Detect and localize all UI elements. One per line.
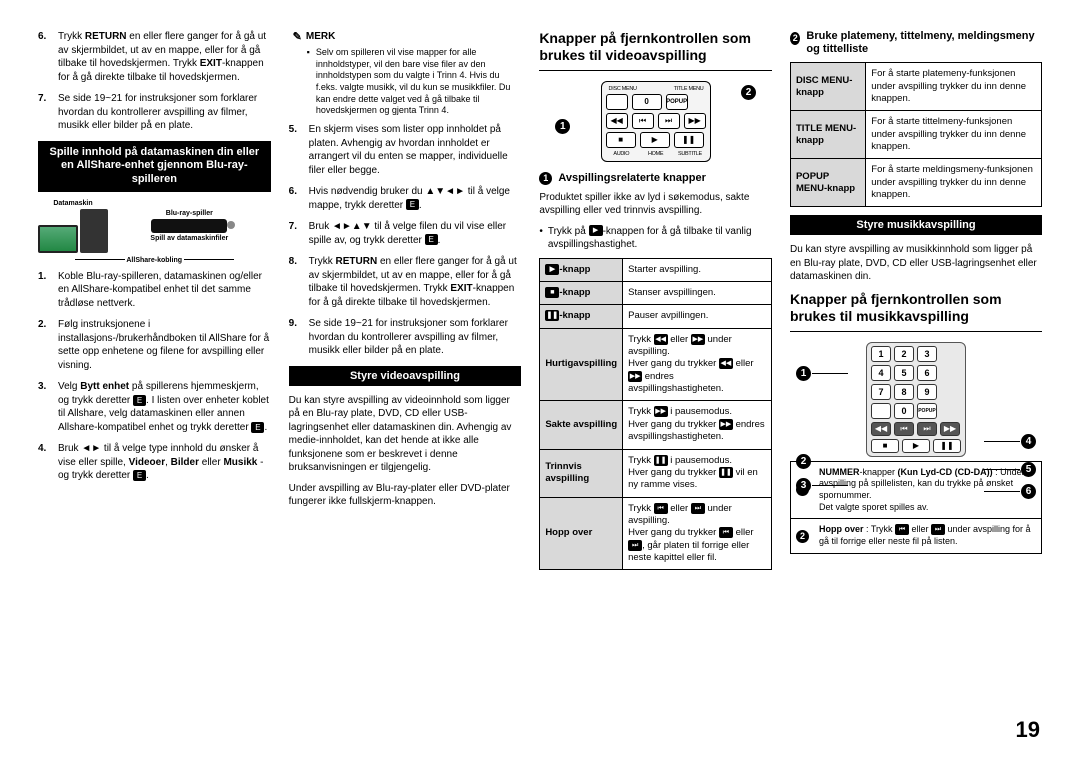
note-item: ▪Selv om spilleren vil vise mapper for a… — [289, 47, 522, 117]
paragraph: Du kan styre avspilling av videoinnhold … — [289, 394, 522, 475]
play-icon: ▶ — [545, 264, 559, 275]
callout-2: 2 — [741, 85, 756, 100]
list-item: 3. Velg Bytt enhet på spillerens hjemmes… — [38, 380, 271, 434]
remote-button: ⏭ — [917, 422, 937, 436]
enter-icon: E — [133, 395, 146, 406]
list-item: 6. Trykk RETURN en eller flere ganger fo… — [38, 30, 271, 84]
rewind-icon: ◀◀ — [654, 334, 668, 345]
forward-icon: ▶▶ — [691, 334, 705, 345]
remote-number-button: 2 — [894, 346, 914, 362]
callout-4: 4 — [1021, 434, 1036, 449]
remote-number-button: 4 — [871, 365, 891, 381]
remote-button: ❚❚ — [674, 132, 704, 148]
remote-button — [871, 403, 891, 419]
list-item: 2.Følg instruksjonene i installasjons-/b… — [38, 318, 271, 372]
remote-button: ▶▶ — [684, 113, 706, 129]
enter-icon: E — [406, 199, 419, 210]
enter-icon: E — [251, 422, 264, 433]
note-heading: ✎ MERK — [289, 30, 522, 43]
prev-icon: ⏮ — [654, 503, 668, 514]
remote-diagram-2: 1 2 3 4 5 6 1 2 3 4 5 6 7 8 — [790, 338, 1042, 461]
column-3: Knapper på fjernkontrollen som brukes ti… — [539, 30, 772, 578]
callout-1: 1 — [555, 119, 570, 134]
remote-button: POPUP — [917, 403, 937, 419]
bullet-item: •Trykk på ▶-knappen for å gå tilbake til… — [539, 225, 772, 252]
page-number: 19 — [1016, 717, 1040, 743]
menu-table: DISC MENU-knappFor å starte platemeny-fu… — [790, 62, 1042, 207]
paragraph: Du kan styre avspilling av musikkinnhold… — [790, 243, 1042, 284]
section-title: Knapper på fjernkontrollen som brukes ti… — [790, 291, 1042, 325]
remote-number-button: 0 — [894, 403, 914, 419]
remote-button: ▶▶ — [940, 422, 960, 436]
remote-button: ▶ — [902, 439, 930, 453]
paragraph: Under avspilling av Blu-ray-plater eller… — [289, 482, 522, 509]
pause-icon: ❚❚ — [545, 310, 559, 321]
sub-heading: 2 Bruke platemeny, tittelmeny, meldingsm… — [790, 30, 1042, 56]
remote-diagram: 1 2 DISC MENU TITLE MENU 0 POPUP ◀◀ ⏮ ⏭ — [539, 77, 772, 172]
enter-icon: E — [425, 234, 438, 245]
next-icon: ⏭ — [691, 503, 705, 514]
remote-number-button: 8 — [894, 384, 914, 400]
list-item: 6.Hvis nødvendig bruker du ▲▼◄► til å ve… — [289, 185, 522, 212]
remote-button: ❚❚ — [933, 439, 961, 453]
column-1: 6. Trykk RETURN en eller flere ganger fo… — [38, 30, 271, 578]
remote-number-button: 1 — [871, 346, 891, 362]
remote-button — [606, 94, 628, 110]
list-item: 1.Koble Blu-ray-spilleren, datamaskinen … — [38, 270, 271, 311]
list-item: 7.Bruk ◄►▲▼ til å velge filen du vil vis… — [289, 220, 522, 247]
list-item: 5.En skjerm vises som lister opp innhold… — [289, 123, 522, 177]
sub-heading: 1 Avspillingsrelaterte knapper — [539, 172, 772, 185]
remote-button: ◀◀ — [871, 422, 891, 436]
callout-5: 5 — [1021, 462, 1036, 477]
remote-number-button: 6 — [917, 365, 937, 381]
list-item: 4. Bruk ◄► til å velge type innhold du ø… — [38, 442, 271, 483]
list-item: 8.Trykk RETURN en eller flere ganger for… — [289, 255, 522, 309]
forward-icon: ▶▶ — [654, 406, 668, 417]
remote-number-button: 7 — [871, 384, 891, 400]
section-header: Styre videoavspilling — [289, 366, 522, 386]
callout-1: 1 — [796, 366, 811, 381]
remote-number-button: 9 — [917, 384, 937, 400]
list-item: 7. Se side 19~21 for instruksjoner som f… — [38, 92, 271, 133]
callout-3: 3 — [796, 478, 811, 493]
pencil-icon: ✎ — [293, 30, 302, 43]
section-header: Styre musikkavspilling — [790, 215, 1042, 235]
remote-button: ⏮ — [632, 113, 654, 129]
prev-icon: ⏮ — [895, 524, 909, 535]
column-2: ✎ MERK ▪Selv om spilleren vil vise mappe… — [289, 30, 522, 578]
section-header: Spille innhold på datamaskinen din eller… — [38, 141, 271, 192]
connection-diagram: Datamaskin Blu-ray-spiller Spill av data… — [38, 200, 271, 253]
remote-button: ⏭ — [658, 113, 680, 129]
remote-number-button: 3 — [917, 346, 937, 362]
callout-6: 6 — [1021, 484, 1036, 499]
remote-button: ■ — [871, 439, 899, 453]
section-title: Knapper på fjernkontrollen som brukes ti… — [539, 30, 772, 64]
callout-2: 2 — [796, 454, 811, 469]
play-icon: ▶ — [589, 225, 603, 236]
remote-button: 0 — [632, 94, 662, 110]
pause-icon: ❚❚ — [654, 455, 668, 466]
enter-icon: E — [133, 470, 146, 481]
stop-icon: ■ — [545, 287, 559, 298]
remote-button: ◀◀ — [606, 113, 628, 129]
list-item: 9.Se side 19~21 for instruksjoner som fo… — [289, 317, 522, 358]
playback-table: ▶-knappStarter avspilling. ■-knappStanse… — [539, 258, 772, 571]
paragraph: Produktet spiller ikke av lyd i søkemodu… — [539, 191, 772, 218]
remote-button: ⏮ — [894, 422, 914, 436]
remote-button: ▶ — [640, 132, 670, 148]
remote-button: POPUP — [666, 94, 688, 110]
remote-button: ■ — [606, 132, 636, 148]
remote-number-button: 5 — [894, 365, 914, 381]
annotation-table: 1 NUMMER-knapper (Kun Lyd-CD (CD-DA)) : … — [790, 461, 1042, 554]
next-icon: ⏭ — [931, 524, 945, 535]
column-4: 2 Bruke platemeny, tittelmeny, meldingsm… — [790, 30, 1042, 578]
